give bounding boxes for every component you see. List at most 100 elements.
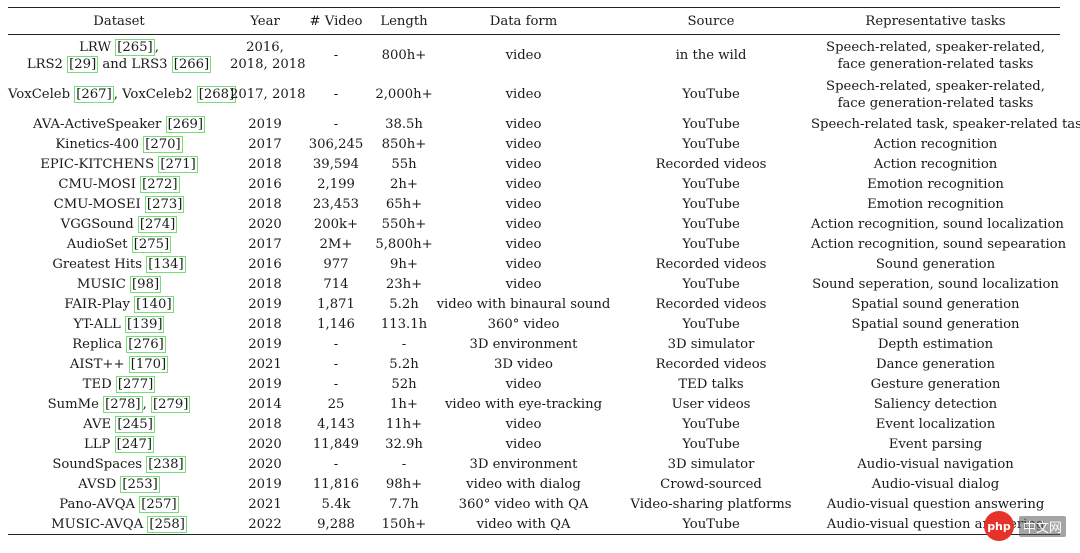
year-line: 2017 [248,237,282,252]
citation-link[interactable]: [139] [125,316,165,333]
cell-year: 2020 [230,435,300,455]
cell-source: YouTube [682,237,740,252]
citation-link[interactable]: [273] [144,196,185,213]
task-line: Action recognition, sound localization [811,217,1064,232]
dataset-name-text: SumMe [47,397,104,412]
dataset-name-text: VoxCeleb [8,87,75,102]
citation-link[interactable]: [238] [146,456,186,473]
header-length: Length [372,7,436,35]
cell-data-form: video with dialog [466,477,581,492]
citation-link[interactable]: [134] [146,256,186,273]
cell-data-form: 360° video with QA [458,497,589,512]
cell-tasks: Audio-visual dialog [811,475,1060,495]
cell-length: - [401,337,407,352]
cell-year: 2016 [230,175,300,195]
year-line: 2016, [246,39,284,55]
citation-link[interactable]: [270] [143,136,183,153]
task-line: Speech-related, speaker-related, [826,39,1045,55]
citation-link[interactable]: [275] [131,236,172,253]
cell-year: 2019 [230,115,300,135]
cell-year: 2020 [230,455,300,475]
cell-video-count: - [333,337,339,352]
citation-link[interactable]: [247] [114,436,155,453]
task-line: Depth estimation [877,337,994,352]
cell-year: 2019 [230,335,300,355]
cell-length: 98h+ [385,477,423,492]
year-line: 2016 [248,257,282,272]
year-line: 2020 [248,457,282,472]
cell-length: 5.2h [389,297,419,312]
citation-link[interactable]: [267] [74,86,114,103]
php-logo-icon: php [983,511,1014,541]
year-line: 2018 [248,317,282,332]
year-line: 2014 [248,397,282,412]
cell-length: 11h+ [385,417,423,432]
cell-data-form: video [505,197,542,212]
task-line: Gesture generation [870,377,1001,392]
citation-link[interactable]: [266] [171,55,212,73]
cell-data-form: 3D environment [469,457,578,472]
citation-link[interactable]: [29] [67,55,99,73]
cell-tasks: Audio-visual navigation [811,455,1060,475]
cell-tasks: Action recognition, sound sepearation [811,235,1066,255]
citation-link[interactable]: [265] [115,38,155,56]
cell-tasks: Action recognition [811,155,1060,175]
year-line: 2021 [248,357,282,372]
cell-tasks: Gesture generation [811,375,1060,395]
cell-year: 2018 [230,315,300,335]
cell-video-count: 1,146 [317,317,355,332]
cell-length: 150h+ [372,514,436,535]
cell-source: YouTube [682,317,740,332]
citation-link[interactable]: [170] [128,356,169,373]
citation-link[interactable]: [277] [115,376,156,393]
cell-year: 2017 [230,235,300,255]
cell-tasks: Audio-visual question answering [811,495,1060,515]
citation-link[interactable]: [272] [140,176,180,193]
citation-link[interactable]: [140] [134,296,174,313]
citation-link[interactable]: [98] [130,276,162,293]
dataset-name-text: CMU-MOSI [58,177,141,192]
cell-dataset: FAIR-Play [140] [8,295,230,315]
citation-link[interactable]: [274] [137,216,178,233]
dataset-name-text: LRW [79,39,116,55]
citation-link[interactable]: [258] [147,515,187,533]
cell-data-form: video [505,277,542,292]
citation-link[interactable]: [253] [120,476,160,493]
table-row: FAIR-Play [140] 2019 1,871 5.2h video with b… [8,295,1060,315]
citation-link[interactable]: [279] [150,396,191,413]
cell-length: 7.7h [389,497,419,512]
dataset-name-text: TED [82,377,116,392]
task-line: Spatial sound generation [851,297,1020,312]
table-row: LLP [247] 2020 11,849 32.9h video YouTube Even… [8,435,1060,455]
cell-video-count: 714 [323,277,349,292]
cell-length: 550h+ [381,217,427,232]
year-line: 2017 [248,137,282,152]
dataset-table: Dataset Year # Video Length Data form So… [8,7,1080,535]
citation-link[interactable]: [257] [139,496,179,513]
dataset-name-text: CMU-MOSEI [53,197,145,212]
dataset-name-text: AVE [83,417,116,432]
cell-data-form: 3D environment [469,337,578,352]
cell-year: 2019 [230,375,300,395]
task-line: Emotion recognition [867,177,1004,192]
table-row: VGGSound [274] 2020 200k+ 550h+ video YouTube… [8,215,1064,235]
citation-link[interactable]: [268] [196,86,237,103]
task-line: Action recognition [873,157,998,172]
year-line: 2016 [248,177,282,192]
cell-video-count: - [333,357,339,372]
citation-link[interactable]: [245] [115,416,155,433]
cell-tasks: Emotion recognition [811,175,1060,195]
citation-link[interactable]: [269] [165,116,206,133]
citation-link[interactable]: [278] [103,396,143,413]
cell-tasks: Action recognition, sound localization [811,215,1064,235]
citation-link[interactable]: [276] [126,336,166,353]
cell-year: 2017, 2018 [230,75,306,115]
cell-year: 2022 [230,514,300,535]
cell-video-count: - [333,457,339,472]
header-video-count: # Video [300,7,372,35]
cell-length: 65h+ [385,197,423,212]
dataset-name-text: , VoxCeleb2 [113,87,197,102]
cell-video-count: 977 [323,257,349,272]
header-source: Source [611,7,811,35]
citation-link[interactable]: [271] [158,156,198,173]
